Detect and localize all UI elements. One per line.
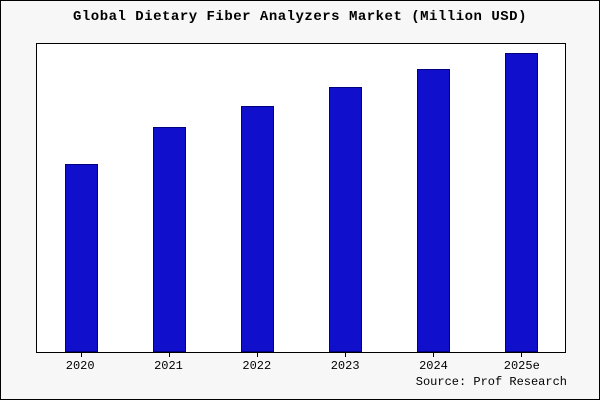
bar-slot-2024 — [389, 44, 477, 357]
x-tick-mark — [521, 353, 522, 357]
source-text: Source: Prof Research — [415, 375, 567, 389]
bar-slot-2025e — [477, 44, 565, 357]
x-tick-label-2020: 2020 — [65, 359, 95, 373]
bar-slot-2022 — [213, 44, 301, 357]
x-tick-mark — [345, 353, 346, 357]
x-tick-label-2021: 2021 — [154, 359, 183, 373]
x-tick-label-2024: 2024 — [419, 359, 448, 373]
bar-slot-2023 — [301, 44, 389, 357]
bar-2020 — [64, 164, 98, 352]
x-tick-mark — [433, 353, 434, 357]
x-tick-mark — [257, 353, 258, 357]
x-tick-label-2022: 2022 — [242, 359, 272, 373]
bars-row — [37, 44, 565, 357]
x-tick-label-2025e: 2025e — [503, 359, 540, 373]
bar-2023 — [328, 87, 362, 352]
x-tick-mark — [169, 353, 170, 357]
bar-slot-2020 — [37, 44, 125, 357]
bar-2024 — [416, 68, 450, 352]
chart-title: Global Dietary Fiber Analyzers Market (M… — [73, 9, 527, 25]
plot-area — [36, 43, 566, 357]
bar-slot-2021 — [125, 44, 213, 357]
bar-2025e — [504, 53, 538, 352]
bar-2022 — [240, 105, 274, 352]
x-tick-mark — [81, 353, 82, 357]
x-tick-label-2023: 2023 — [330, 359, 360, 373]
bar-2021 — [152, 127, 186, 352]
x-axis-labels: 2020 2021 2022 2023 2024 2025e — [36, 359, 566, 373]
